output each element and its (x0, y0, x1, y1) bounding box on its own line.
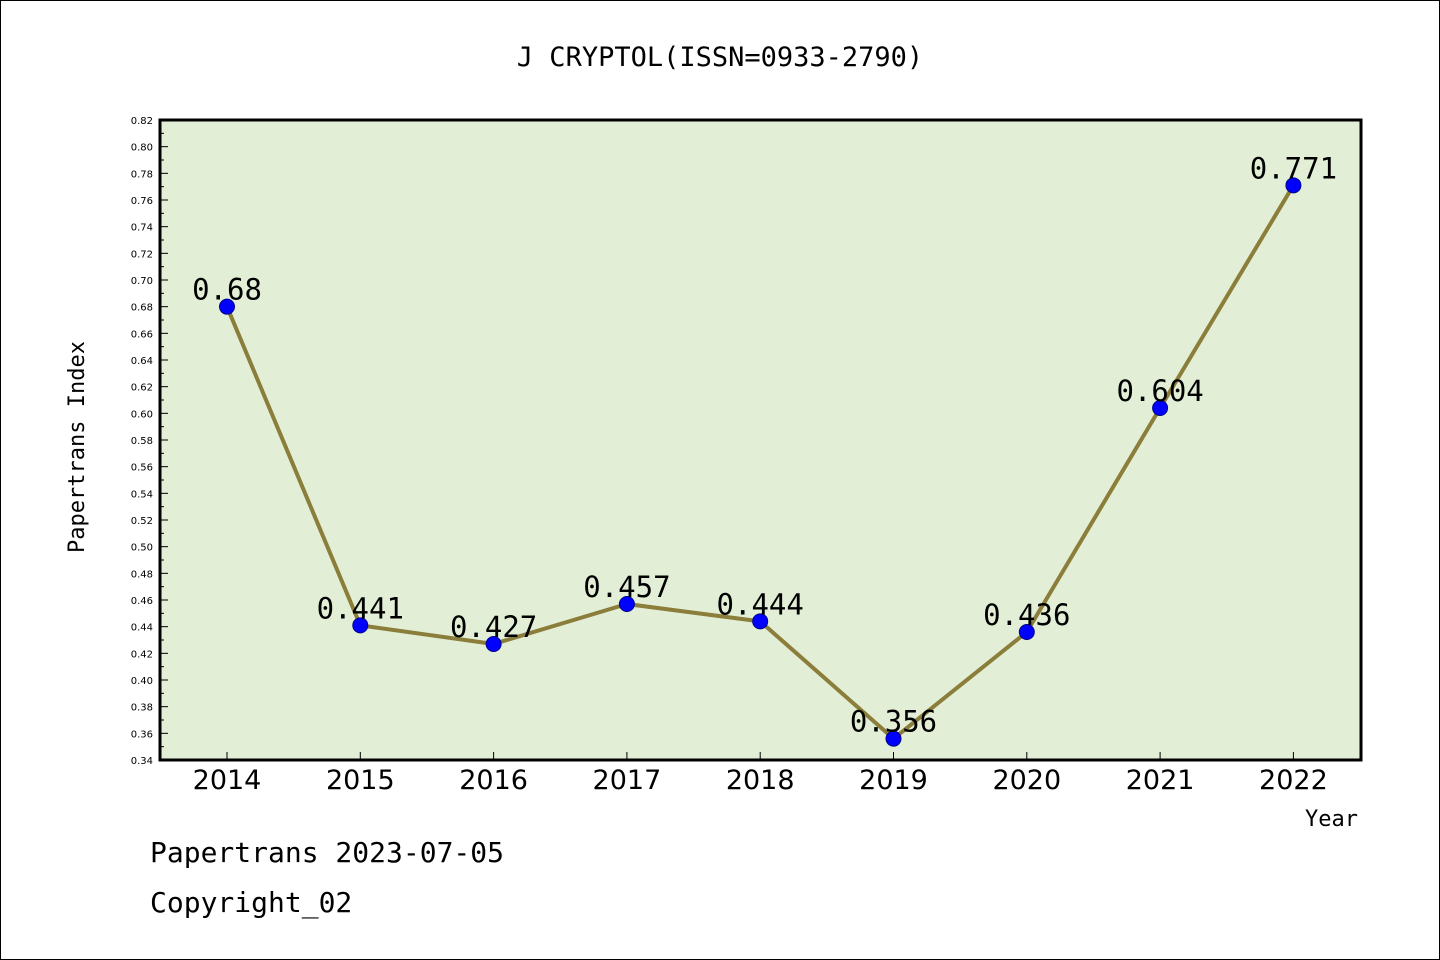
y-tick-label: 0.34 (131, 756, 153, 767)
x-tick-label: 2016 (459, 765, 528, 796)
y-tick-label: 0.68 (131, 303, 153, 314)
y-tick-label: 0.48 (131, 569, 153, 580)
chart-title: J CRYPTOL(ISSN=0933-2790) (517, 42, 923, 73)
footer-copyright: Copyright_02 (150, 886, 353, 919)
data-point (352, 617, 369, 634)
y-tick-label: 0.50 (131, 543, 153, 554)
y-tick-label: 0.52 (131, 516, 153, 527)
y-tick-label: 0.76 (131, 196, 153, 207)
y-tick-label: 0.46 (131, 596, 153, 607)
y-tick-label: 0.66 (131, 329, 153, 340)
x-axis: 2014 2015 2016 2017 2018 2019 2020 2021 2022 (193, 752, 1328, 796)
y-tick-label: 0.62 (131, 383, 153, 394)
data-point (485, 636, 502, 652)
y-tick-label: 0.54 (131, 489, 153, 500)
x-tick-label: 2018 (726, 765, 795, 796)
y-tick-label: 0.80 (131, 143, 153, 154)
data-point (752, 613, 769, 630)
plot-area (158, 118, 1363, 762)
data-point (885, 730, 902, 747)
y-tick-label: 0.56 (131, 463, 153, 474)
y-axis: 0.34 0.36 0.38 0.40 0.42 0.44 0.46 0.48 0.50 0.52… (131, 116, 168, 767)
data-label: 0.604 (1116, 374, 1203, 408)
series-group (219, 177, 1302, 747)
x-tick-label: 2015 (326, 765, 395, 796)
data-label: 0.356 (850, 705, 937, 739)
data-label: 0.436 (983, 598, 1070, 632)
data-label: 0.427 (450, 610, 537, 644)
x-tick-label: 2022 (1259, 765, 1328, 796)
x-tick-label: 2020 (992, 765, 1061, 796)
y-tick-label: 0.60 (131, 409, 153, 420)
y-tick-label: 0.64 (131, 356, 153, 367)
y-tick-label: 0.70 (131, 276, 153, 287)
data-label: 0.441 (317, 591, 404, 625)
y-tick-label: 0.40 (131, 676, 153, 687)
y-tick-label: 0.74 (131, 223, 153, 234)
data-point (1018, 624, 1035, 640)
y-tick-label: 0.58 (131, 436, 153, 447)
footer-date: Papertrans 2023-07-05 (150, 836, 505, 869)
data-point (219, 298, 235, 315)
x-tick-label: 2017 (593, 765, 662, 796)
x-tick-label: 2014 (193, 765, 262, 796)
data-point (1285, 177, 1302, 194)
data-labels: 0.68 0.441 0.427 0.457 0.444 0.356 0.436 0.604 0… (192, 151, 1337, 738)
x-tick-label: 2021 (1126, 765, 1195, 796)
data-label: 0.444 (717, 587, 804, 621)
y-tick-label: 0.72 (131, 249, 153, 260)
data-label: 0.68 (192, 273, 262, 307)
y-tick-label: 0.44 (131, 623, 153, 634)
y-tick-label: 0.78 (131, 169, 153, 180)
data-point (1152, 400, 1169, 416)
x-axis-label: Year (1305, 807, 1358, 832)
y-tick-label: 0.38 (131, 703, 153, 714)
y-tick-label: 0.42 (131, 649, 153, 660)
y-tick-label: 0.82 (131, 116, 153, 127)
data-point (618, 596, 635, 612)
x-tick-label: 2019 (859, 765, 928, 796)
data-label: 0.457 (583, 570, 670, 604)
y-axis-label: Papertrans Index (65, 341, 90, 553)
y-tick-label: 0.36 (131, 729, 153, 740)
data-label: 0.771 (1250, 151, 1337, 185)
